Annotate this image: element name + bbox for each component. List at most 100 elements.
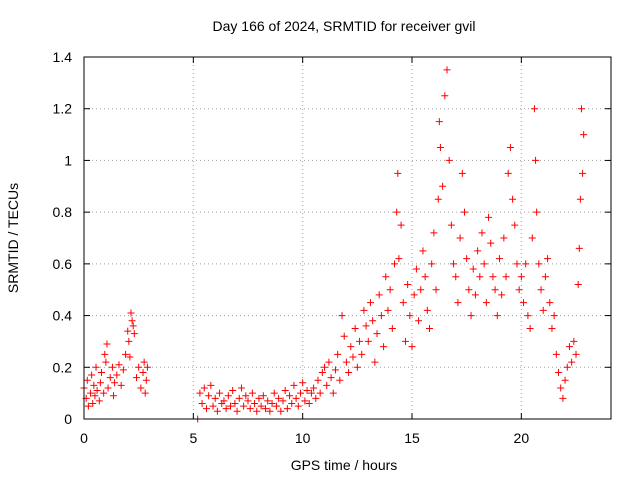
data-point [110,392,118,400]
data-point [478,229,486,237]
data-point [272,402,280,410]
data-point [288,399,296,407]
data-point [580,131,588,139]
data-point [546,299,554,307]
data-point [209,402,217,410]
data-point [450,260,458,268]
data-point [275,394,283,402]
data-point [246,405,254,413]
data-point [520,299,528,307]
data-point [242,392,250,400]
y-tick-label: 0.4 [53,308,73,324]
data-point [202,405,210,413]
data-point [458,169,466,177]
data-point [382,273,390,281]
data-point [369,317,377,325]
data-point [561,376,569,384]
data-point [522,260,530,268]
data-point [277,407,285,415]
data-point [419,247,427,255]
data-point [321,363,329,371]
data-point [237,384,245,392]
data-point [270,389,278,397]
data-point [95,397,103,405]
data-point [579,169,587,177]
data-point [371,358,379,366]
data-point [493,312,501,320]
data-point [469,265,477,273]
data-point [397,221,405,229]
data-point [358,350,366,358]
data-point [537,286,545,294]
data-point [447,221,455,229]
chart-title: Day 166 of 2024, SRMTID for receiver gvi… [213,18,476,34]
data-point [329,389,337,397]
data-point [565,343,573,351]
data-point [570,337,578,345]
y-tick-label: 0 [64,411,72,427]
data-points [80,66,588,423]
data-point [406,312,414,320]
data-point [445,156,453,164]
data-point [89,399,97,407]
data-point [294,402,302,410]
data-point [91,392,99,400]
data-point [506,144,514,151]
data-point [394,169,402,177]
data-point [205,392,213,400]
data-point [428,260,436,268]
data-point [349,353,357,361]
data-point [526,325,534,332]
data-point [310,384,318,392]
data-point [139,368,147,376]
data-point [117,381,125,389]
data-point [391,260,399,268]
data-point [338,312,346,320]
data-point [331,366,339,374]
data-point [125,337,133,345]
data-point [129,322,137,330]
x-tick-label: 15 [404,430,420,446]
data-point [137,384,145,392]
data-point [286,392,294,400]
data-point [436,144,444,151]
data-point [539,306,547,314]
data-point [87,389,95,397]
data-point [404,281,412,289]
data-point [373,330,381,338]
data-point [563,363,571,371]
data-point [296,389,304,397]
data-point [290,381,298,389]
data-point [347,343,355,351]
plot-frame [83,56,612,420]
data-point [535,260,543,268]
data-point [388,325,396,332]
data-point [253,407,261,415]
data-point [544,255,552,263]
data-point [441,92,449,100]
data-point [108,363,116,371]
data-point [345,368,353,376]
data-point [259,392,267,400]
data-point [327,374,335,382]
data-point [511,221,519,229]
data-point [93,387,101,395]
data-point [375,291,383,299]
data-point [325,358,333,366]
data-point [312,394,320,402]
data-point [577,105,585,113]
data-point [574,281,582,289]
data-point [83,376,91,384]
data-point [415,317,423,325]
data-point [513,260,521,268]
data-point [220,397,228,405]
data-point [126,353,134,361]
data-point [299,379,307,387]
data-point [104,384,112,392]
data-point [143,363,151,371]
data-point [456,234,464,242]
data-point [575,244,583,252]
data-point [504,169,512,177]
data-point [410,291,418,299]
data-point [229,387,237,395]
